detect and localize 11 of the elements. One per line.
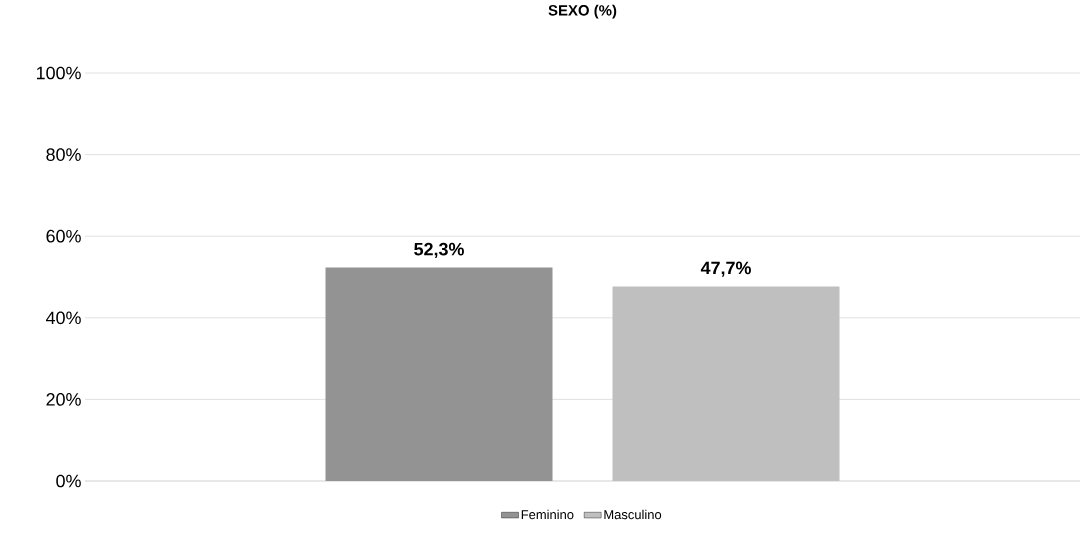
data-label: 47,7% [700, 261, 751, 277]
y-tick-label: 60% [46, 229, 81, 243]
chart-title: SEXO (%) [548, 4, 617, 19]
y-tick-label: 40% [45, 311, 81, 325]
legend-label: Masculino [604, 509, 662, 520]
y-tick-label: 80% [46, 148, 81, 161]
data-label: 52,3% [414, 242, 464, 259]
y-tick-label: 0% [56, 474, 81, 488]
y-tick-label: 20% [46, 393, 81, 406]
y-tick-label: 100% [36, 66, 81, 80]
legend-label: Feminino [521, 509, 574, 520]
